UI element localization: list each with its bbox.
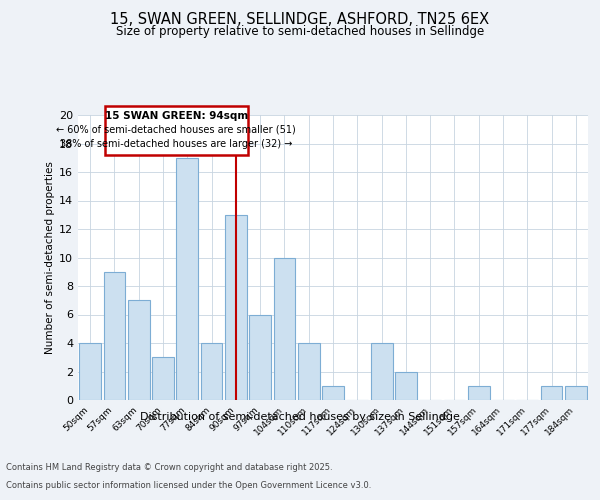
Bar: [371, 343, 392, 400]
Bar: [541, 386, 562, 400]
Bar: [104, 272, 125, 400]
Bar: [249, 314, 271, 400]
Bar: [176, 158, 198, 400]
Bar: [200, 343, 223, 400]
Bar: [565, 386, 587, 400]
Bar: [298, 343, 320, 400]
Bar: [322, 386, 344, 400]
Bar: [468, 386, 490, 400]
Text: 15, SWAN GREEN, SELLINDGE, ASHFORD, TN25 6EX: 15, SWAN GREEN, SELLINDGE, ASHFORD, TN25…: [110, 12, 490, 28]
Bar: [395, 372, 417, 400]
Bar: [128, 300, 149, 400]
Y-axis label: Number of semi-detached properties: Number of semi-detached properties: [45, 161, 55, 354]
Text: Contains public sector information licensed under the Open Government Licence v3: Contains public sector information licen…: [6, 481, 371, 490]
Text: Contains HM Land Registry data © Crown copyright and database right 2025.: Contains HM Land Registry data © Crown c…: [6, 464, 332, 472]
Text: 15 SWAN GREEN: 94sqm: 15 SWAN GREEN: 94sqm: [105, 110, 248, 120]
Bar: [152, 357, 174, 400]
Text: ← 60% of semi-detached houses are smaller (51): ← 60% of semi-detached houses are smalle…: [56, 125, 296, 135]
Bar: [274, 258, 295, 400]
Bar: [225, 215, 247, 400]
Text: Distribution of semi-detached houses by size in Sellindge: Distribution of semi-detached houses by …: [140, 412, 460, 422]
Text: Size of property relative to semi-detached houses in Sellindge: Size of property relative to semi-detach…: [116, 25, 484, 38]
Bar: [79, 343, 101, 400]
Bar: [105, 106, 248, 155]
Text: 38% of semi-detached houses are larger (32) →: 38% of semi-detached houses are larger (…: [60, 139, 293, 149]
